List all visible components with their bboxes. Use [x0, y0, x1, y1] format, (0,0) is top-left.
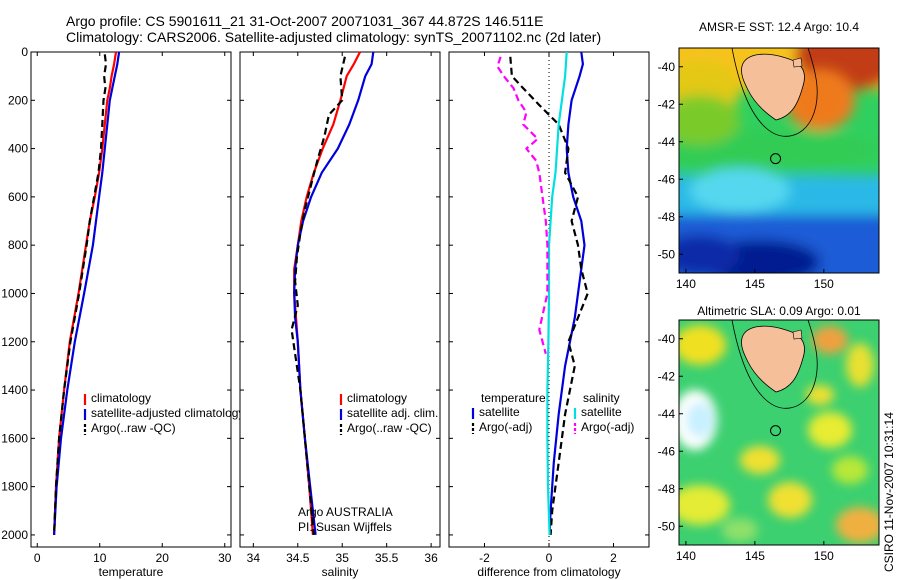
ytick-label: 1000 — [1, 286, 28, 300]
map-ytick-label: -40 — [658, 332, 676, 346]
salinity-panel: 34 34.5 35 35.5 36 salinity climatologysatelli… — [239, 51, 441, 579]
island-land — [792, 57, 803, 68]
ytick-label: 1600 — [1, 431, 28, 445]
argo-float-marker — [770, 425, 782, 437]
annotation-line: Argo AUSTRALIA — [298, 505, 393, 519]
map-ytick-label: -46 — [658, 444, 676, 458]
xtick-label: 30 — [218, 551, 232, 565]
map-xtick-label: 150 — [814, 549, 834, 563]
xtick-label: 0 — [34, 551, 41, 565]
legend-title: temperature — [481, 391, 546, 405]
legend-label: satellite — [479, 405, 520, 419]
legend-label: Argo(..raw -QC) — [91, 421, 176, 435]
sst-field — [679, 48, 879, 273]
legend-title: salinity — [583, 391, 620, 405]
sst-map-frame — [678, 47, 880, 274]
sla-map-axes: 140 145 150 -40 -42 -44 -46 -48 -50 — [658, 319, 880, 563]
xtick-label: 35.5 — [375, 551, 399, 565]
ytick-label: 400 — [8, 142, 28, 156]
legend-label: satellite adj. clim. — [347, 406, 438, 420]
tasmania-land — [741, 53, 805, 121]
ytick-label: 2000 — [1, 528, 28, 542]
sla-map-frame — [678, 319, 880, 546]
sst-map-title: AMSR-E SST: 12.4 Argo: 10.4 — [699, 20, 859, 34]
map-ytick-label: -48 — [658, 482, 676, 496]
ytick-label: 1800 — [1, 480, 28, 494]
map-xtick-label: 145 — [745, 277, 765, 291]
xtick-label: 34 — [247, 551, 261, 565]
legend-label: satellite-adjusted climatology — [91, 406, 244, 420]
argo-float-marker — [770, 153, 782, 165]
sst-map-axes: 140 145 150 -40 -42 -44 -46 -48 -50 — [658, 47, 880, 291]
xtick-label: 35 — [336, 551, 350, 565]
temperature-xlabel: temperature — [99, 565, 164, 579]
legend-label: satellite — [581, 405, 622, 419]
island-land — [792, 329, 803, 340]
difference-series-satellite — [548, 51, 586, 535]
salinity-axes-box — [239, 51, 441, 548]
legend-label: Argo(-adj) — [479, 420, 532, 434]
map-ytick-label: -42 — [658, 97, 676, 111]
ytick-label: 1200 — [1, 335, 28, 349]
temperature-series-argo-raw-qc- — [53, 54, 108, 535]
ytick-label: 600 — [8, 190, 28, 204]
difference-series-argo-adj- — [509, 56, 589, 535]
map-ytick-label: -44 — [658, 135, 676, 149]
annotation-line: PI: Susan Wijffels — [298, 520, 392, 534]
sla-map: Altimetric SLA: 0.09 Argo: 0.01 — [658, 304, 880, 563]
figure-title-line1: Argo profile: CS 5901611_21 31-Oct-2007 … — [66, 13, 543, 29]
map-ytick-label: -50 — [658, 247, 676, 261]
legend-label: Argo(-adj) — [581, 420, 634, 434]
legend-label: climatology — [91, 391, 151, 405]
ytick-label: 0 — [21, 45, 28, 59]
map-xtick-label: 145 — [745, 549, 765, 563]
figure-title-line2: Climatology: CARS2006. Satellite-adjuste… — [66, 29, 601, 45]
temperature-axes-box — [30, 51, 232, 548]
difference-xlabel: difference from climatology — [477, 565, 620, 579]
xtick-label: 34.5 — [286, 551, 310, 565]
salinity-series-argo-raw-qc- — [290, 56, 346, 536]
xtick-label: 0 — [546, 551, 553, 565]
map-ytick-label: -46 — [658, 172, 676, 186]
ytick-label: 1400 — [1, 383, 28, 397]
temperature-series-satellite-adjusted-climatology — [53, 51, 121, 535]
contour-line — [731, 320, 818, 409]
map-xtick-label: 150 — [814, 277, 834, 291]
sla-map-title: Altimetric SLA: 0.09 Argo: 0.01 — [697, 304, 861, 318]
map-xtick-label: 140 — [676, 277, 696, 291]
sla-field — [679, 320, 879, 545]
map-ytick-label: -44 — [658, 407, 676, 421]
map-ytick-label: -42 — [658, 369, 676, 383]
xtick-label: 36 — [424, 551, 438, 565]
ytick-label: 200 — [8, 93, 28, 107]
xtick-label: 10 — [93, 551, 107, 565]
contour-line — [731, 48, 818, 137]
map-ytick-label: -48 — [658, 210, 676, 224]
difference-series-argo-adj- — [496, 56, 549, 355]
map-xtick-label: 140 — [676, 549, 696, 563]
sst-map: AMSR-E SST: 12.4 Argo: 10.4 140 145 150 -40… — [658, 20, 880, 291]
csiro-timestamp: CSIRO 11-Nov-2007 10:31:14 — [882, 412, 896, 572]
xtick-label: 2 — [610, 551, 617, 565]
tasmania-land — [741, 325, 805, 393]
map-ytick-label: -50 — [658, 519, 676, 533]
xtick-label: 20 — [156, 551, 170, 565]
salinity-xlabel: salinity — [322, 565, 359, 579]
difference-series-satellite — [546, 51, 568, 535]
legend-label: climatology — [347, 391, 407, 405]
map-ytick-label: -40 — [658, 60, 676, 74]
temperature-panel: 0 200 400 600 800 1000 1200 1400 1600 1800 2000 0 10… — [1, 45, 244, 579]
xtick-label: -2 — [479, 551, 490, 565]
legend-label: Argo(..raw -QC) — [347, 421, 432, 435]
ytick-label: 800 — [8, 238, 28, 252]
